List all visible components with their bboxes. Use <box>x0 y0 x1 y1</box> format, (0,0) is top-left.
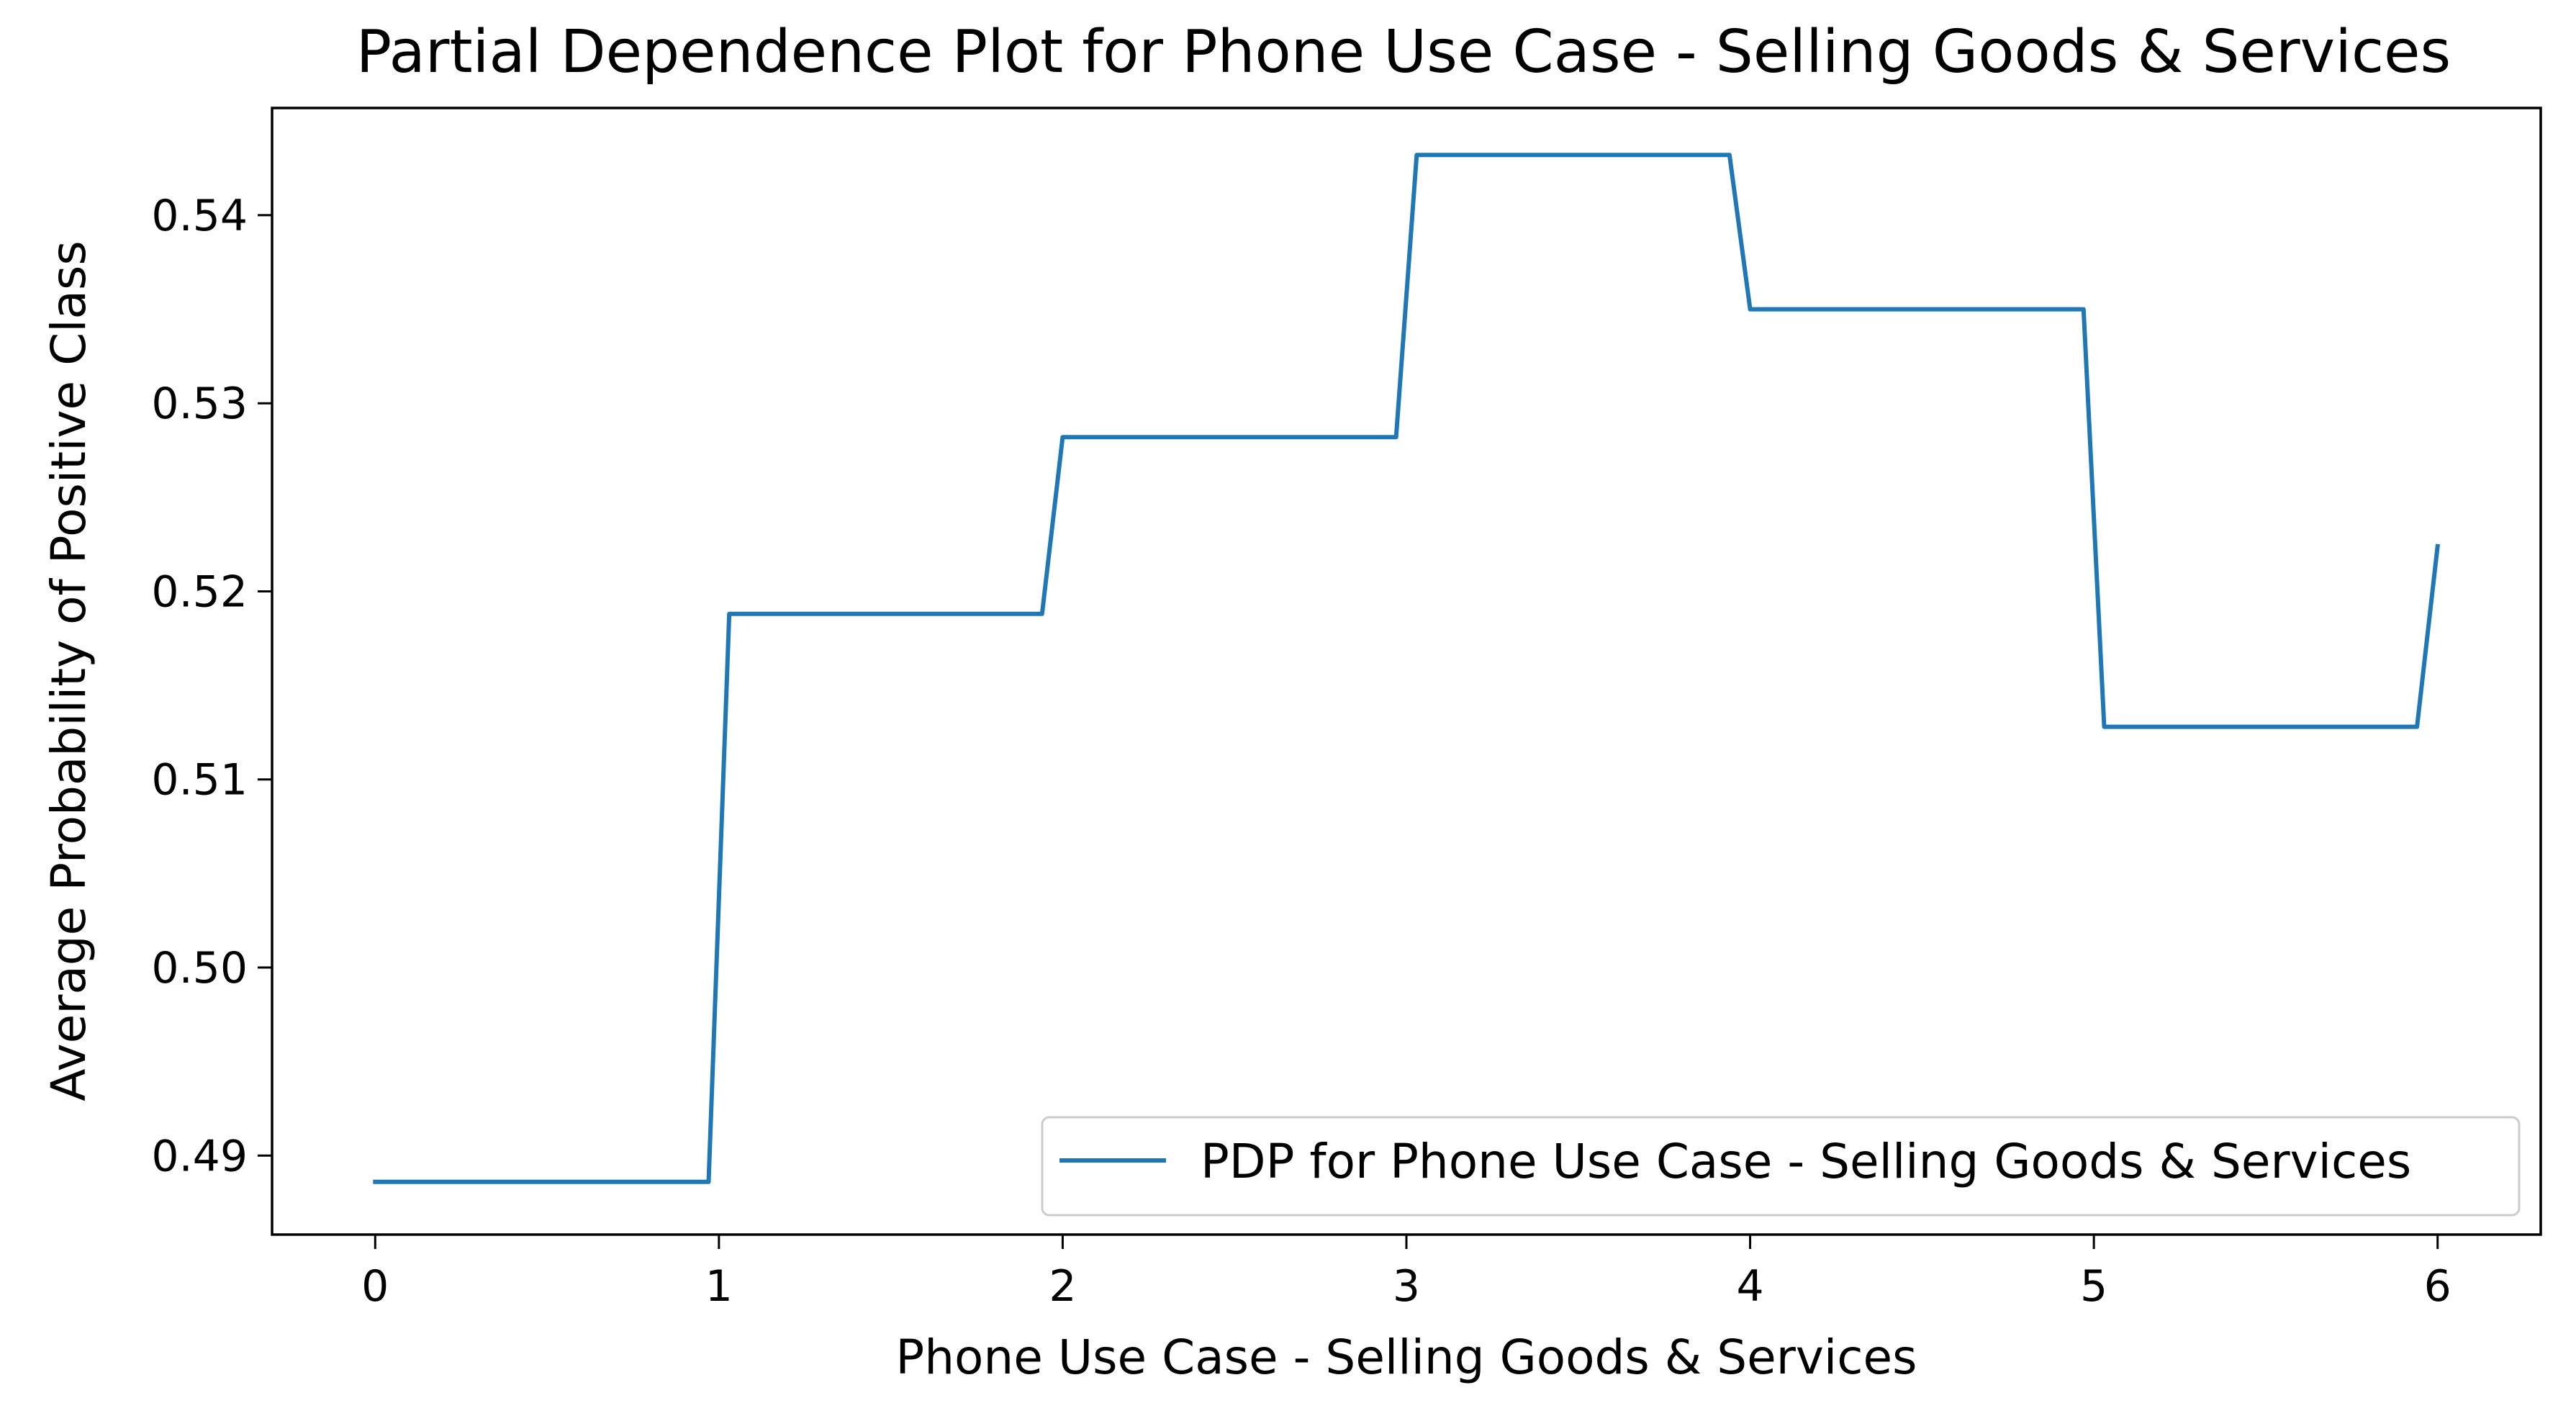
y-tick-label: 0.51 <box>151 755 248 806</box>
x-tick-label: 3 <box>1393 1261 1420 1312</box>
series-line-pdp <box>373 153 2441 1184</box>
legend-label: PDP for Phone Use Case - Selling Goods &… <box>1201 1134 2411 1189</box>
x-tick-label: 2 <box>1049 1261 1076 1312</box>
x-tick-label: 5 <box>2080 1261 2107 1312</box>
x-tick-label: 0 <box>361 1261 389 1312</box>
y-axis-label: Average Probability of Positive Class <box>41 240 96 1101</box>
y-tick-label: 0.54 <box>151 191 248 241</box>
y-axis-ticks: 0.49 0.50 0.51 0.52 0.53 0.54 <box>151 191 272 1181</box>
y-tick-label: 0.49 <box>151 1131 248 1181</box>
y-tick-label: 0.53 <box>151 379 248 429</box>
x-axis-label: Phone Use Case - Selling Goods & Service… <box>895 1330 1917 1385</box>
x-axis-ticks: 0 1 2 3 4 5 6 <box>361 1235 2451 1312</box>
y-tick-label: 0.52 <box>151 567 248 617</box>
series-layer <box>373 153 2441 1184</box>
legend: PDP for Phone Use Case - Selling Goods &… <box>1041 1116 2521 1217</box>
plot-frame <box>271 107 2542 1236</box>
x-tick-label: 1 <box>705 1261 733 1312</box>
chart-title: Partial Dependence Plot for Phone Use Ca… <box>356 18 2451 86</box>
x-tick-label: 6 <box>2424 1261 2451 1312</box>
x-tick-label: 4 <box>1736 1261 1763 1312</box>
legend-box <box>1041 1116 2521 1217</box>
y-tick-label: 0.50 <box>151 943 248 993</box>
